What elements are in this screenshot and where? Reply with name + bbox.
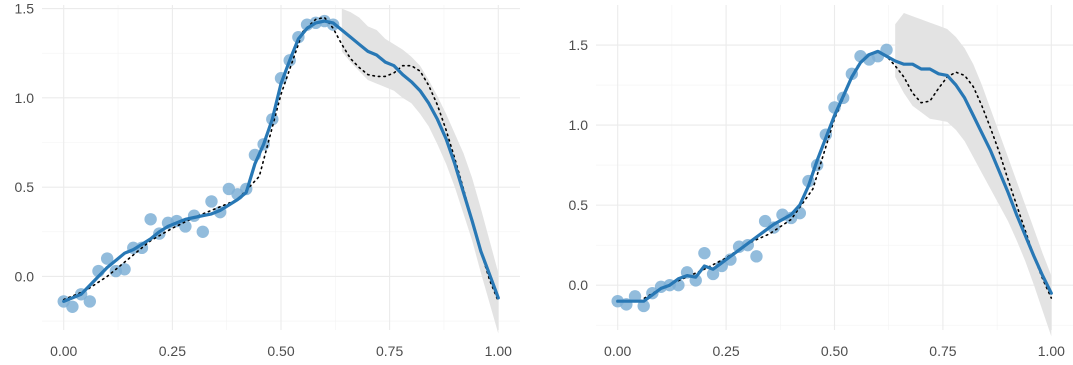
x-tick-label: 0.50 <box>267 343 294 359</box>
data-point <box>758 214 772 228</box>
y-tick-label: 0.0 <box>569 277 589 293</box>
x-tick-label: 0.75 <box>929 343 956 359</box>
data-point <box>100 252 114 265</box>
data-point <box>144 213 157 226</box>
observation-points <box>57 14 340 313</box>
y-tick-label: 1.5 <box>569 37 589 53</box>
y-tick-label: 0.5 <box>569 197 589 213</box>
x-tick-label: 0.50 <box>821 343 848 359</box>
chart-panel-right: 0.00 0.25 0.50 0.75 1.00 0.0 0.5 1.0 1.5 <box>569 5 1073 359</box>
data-point <box>715 259 728 273</box>
data-point <box>637 299 650 313</box>
data-point <box>628 290 642 303</box>
data-point <box>179 220 192 233</box>
confidence-band <box>895 13 1052 337</box>
x-tick-label: 1.00 <box>485 343 512 359</box>
data-point <box>66 300 79 313</box>
y-tick-label: 1.0 <box>569 117 589 133</box>
data-point <box>205 195 218 208</box>
y-tick-label: 1.0 <box>15 90 35 106</box>
data-point <box>698 246 711 260</box>
x-tick-label: 0.00 <box>50 343 77 359</box>
x-tick-label: 0.00 <box>604 343 631 359</box>
data-point <box>83 295 97 308</box>
true-function-line <box>62 16 500 303</box>
x-tick-label: 0.75 <box>376 343 403 359</box>
data-point <box>706 267 720 281</box>
data-point <box>118 263 131 276</box>
y-tick-label: 0.0 <box>15 268 35 284</box>
x-tick-label: 1.00 <box>1038 343 1065 359</box>
x-tick-label: 0.25 <box>712 343 739 359</box>
data-point <box>767 221 780 234</box>
data-point <box>196 225 209 238</box>
confidence-band <box>341 8 499 334</box>
data-point <box>750 250 763 263</box>
y-tick-label: 1.5 <box>15 1 35 17</box>
x-tick-label: 0.25 <box>159 343 186 359</box>
y-tick-label: 0.5 <box>15 179 35 195</box>
observation-points <box>611 43 893 313</box>
fitted-line <box>62 19 500 303</box>
fitted-line <box>616 49 1053 303</box>
chart-panel-left: 0.00 0.25 0.50 0.75 1.00 0.0 0.5 1.0 1.5 <box>15 1 520 359</box>
